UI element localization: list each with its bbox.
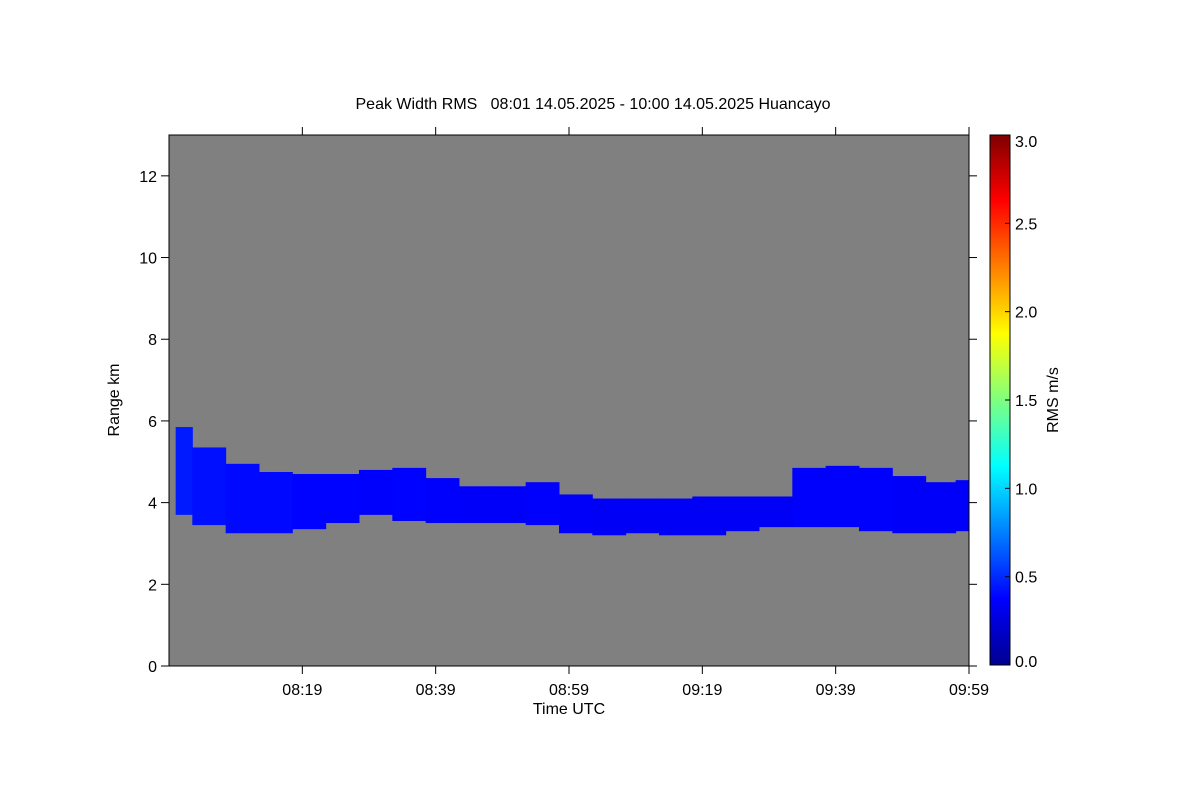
colorbar-tick-label: 3.0: [1015, 134, 1037, 151]
echo-cell: [692, 496, 727, 536]
echo-cell: [259, 471, 293, 534]
echo-cell: [892, 476, 927, 534]
x-tick-label: 09:19: [682, 682, 722, 699]
y-axis-label: Range km: [106, 364, 123, 437]
echo-cell: [625, 498, 660, 534]
echo-cell: [325, 474, 360, 524]
echo-cell: [225, 463, 260, 534]
y-tick-label: 2: [148, 577, 157, 594]
echo-cell: [425, 478, 460, 524]
echo-cell: [825, 465, 860, 528]
colorbar-tick-label: 0.5: [1015, 570, 1037, 587]
echo-cell: [292, 474, 327, 530]
colorbar-tick-label: 2.5: [1015, 216, 1037, 233]
y-tick-label: 0: [148, 659, 157, 676]
echo-cell: [792, 467, 827, 528]
y-tick-label: 6: [148, 414, 157, 431]
echo-cell: [955, 480, 970, 532]
x-tick-label: 08:59: [549, 682, 589, 699]
echo-cell: [525, 482, 560, 526]
echo-cell: [725, 496, 760, 532]
echo-cell: [175, 427, 193, 515]
echo-cell: [925, 482, 957, 534]
x-tick-label: 09:59: [949, 682, 989, 699]
echo-cell: [392, 467, 427, 521]
echo-cell: [459, 486, 493, 524]
echo-cell: [759, 496, 793, 528]
echo-cell: [192, 447, 227, 526]
x-tick-label: 08:19: [282, 682, 322, 699]
x-tick-label: 08:39: [416, 682, 456, 699]
echo-cell: [559, 494, 593, 534]
colorbar-tick-label: 0.0: [1015, 654, 1037, 671]
echo-cell: [859, 467, 893, 532]
x-axis-label: Time UTC: [533, 701, 605, 718]
echo-cell: [592, 498, 627, 536]
plot-background: [169, 135, 969, 666]
x-tick-label: 09:39: [816, 682, 856, 699]
colorbar-tick-label: 1.0: [1015, 481, 1037, 498]
echo-cell: [492, 486, 527, 524]
y-tick-label: 8: [148, 332, 157, 349]
echo-cell: [659, 498, 693, 536]
chart-title: Peak Width RMS 08:01 14.05.2025 - 10:00 …: [356, 96, 831, 113]
colorbar-label: RMS m/s: [1045, 367, 1062, 433]
y-tick-label: 4: [148, 496, 157, 513]
y-tick-label: 10: [139, 251, 157, 268]
y-tick-label: 12: [139, 169, 157, 186]
colorbar-tick-label: 2.0: [1015, 305, 1037, 322]
echo-cell: [359, 469, 393, 515]
colorbar-tick-label: 1.5: [1015, 393, 1037, 410]
